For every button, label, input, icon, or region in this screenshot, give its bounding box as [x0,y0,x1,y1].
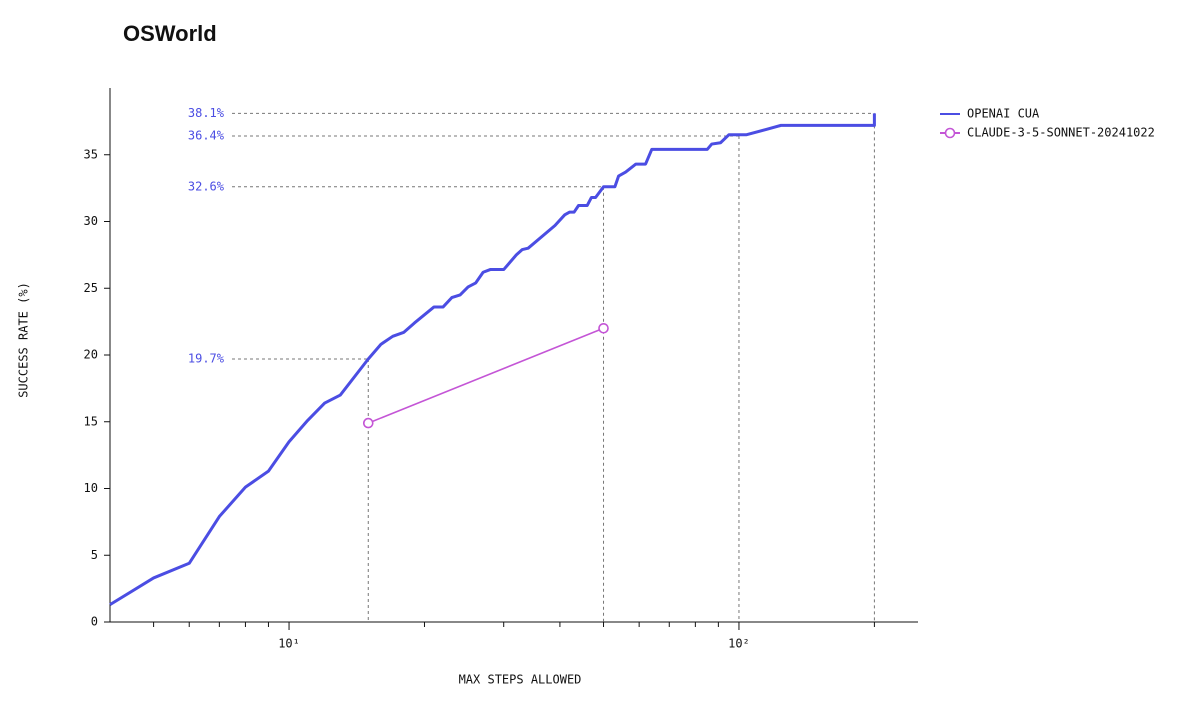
y-tick-label: 30 [84,214,98,228]
y-tick-label: 15 [84,414,98,428]
y-tick-label: 5 [91,548,98,562]
series-line [109,113,876,606]
y-tick-label: 35 [84,147,98,161]
x-tick-label: 10² [728,637,750,651]
legend-marker [944,127,956,139]
series-marker [598,322,609,334]
annotation-label: 32.6% [188,179,225,193]
x-axis-label: MAX STEPS ALLOWED [459,673,582,687]
annotation-label: 19.7% [188,352,225,366]
y-tick-label: 25 [84,281,98,295]
y-tick-label: 20 [84,348,98,362]
y-tick-label: 0 [91,615,98,629]
legend-label: OPENAI CUA [967,107,1040,121]
chart-title: OSWorld [123,21,217,46]
annotation-label: 38.1% [188,106,225,120]
y-axis-label: SUCCESS RATE (%) [17,282,31,398]
legend-label: CLAUDE-3-5-SONNET-20241022 [967,126,1155,140]
y-tick-label: 10 [84,481,98,495]
annotation-label: 36.4% [188,129,225,143]
series-marker [362,417,374,429]
x-tick-label: 10¹ [278,637,300,651]
series-line [367,327,604,424]
